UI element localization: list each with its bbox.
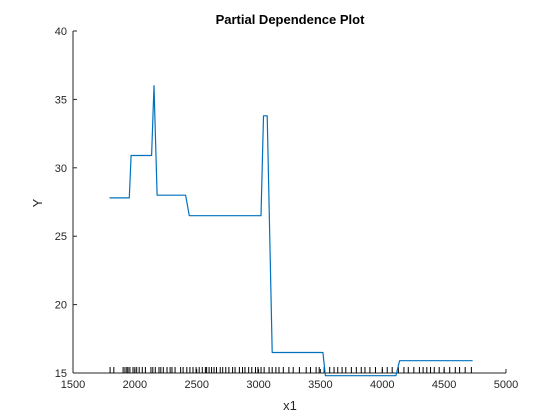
y-tick-label: 15: [55, 368, 67, 380]
y-tick-label: 40: [55, 26, 67, 38]
y-axis-label: Y: [30, 198, 45, 207]
chart-title: Partial Dependence Plot: [216, 12, 365, 27]
x-tick-label: 2500: [184, 379, 208, 391]
y-tick-label: 35: [55, 94, 67, 106]
x-tick-label: 1500: [61, 379, 85, 391]
x-tick-label: 4500: [432, 379, 456, 391]
x-tick-label: 5000: [494, 379, 518, 391]
x-tick-label: 4000: [370, 379, 394, 391]
x-tick-label: 2000: [123, 379, 147, 391]
y-tick-label: 20: [55, 300, 67, 312]
x-tick-label: 3000: [246, 379, 270, 391]
plot-area: 1500 2000 2500 3000 3500 4000 4500 5000 15 20 25 30…: [55, 26, 518, 391]
y-tick-label: 30: [55, 163, 67, 175]
y-tick-label: 25: [55, 231, 67, 243]
x-tick-label: 3500: [308, 379, 332, 391]
x-axis-label: x1: [283, 398, 297, 413]
series-line: [109, 85, 473, 377]
